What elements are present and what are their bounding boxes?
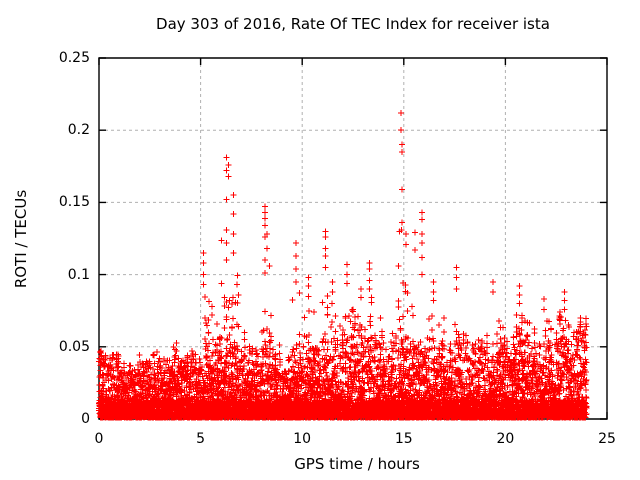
y-axis-label: ROTI / TECUs (12, 189, 30, 289)
x-tick-label: 0 (94, 431, 104, 447)
x-tick-label: 10 (293, 431, 312, 447)
x-axis-label: GPS time / hours (294, 455, 420, 473)
x-tick-label: 15 (394, 431, 413, 447)
y-tick-label: 0.2 (67, 122, 90, 139)
y-tick-label: 0.1 (67, 266, 90, 283)
x-tick-label: 5 (196, 431, 206, 447)
y-tick-label: 0.05 (58, 338, 90, 355)
x-tick-label: 25 (598, 431, 616, 447)
data-points-roti (96, 109, 590, 421)
y-tick-label: 0.25 (58, 50, 90, 66)
y-tick-label: 0 (81, 411, 90, 427)
x-tick-label: 20 (496, 431, 515, 447)
chart-title: Day 303 of 2016, Rate Of TEC Index for r… (156, 15, 550, 33)
y-tick-label: 0.15 (58, 194, 90, 211)
